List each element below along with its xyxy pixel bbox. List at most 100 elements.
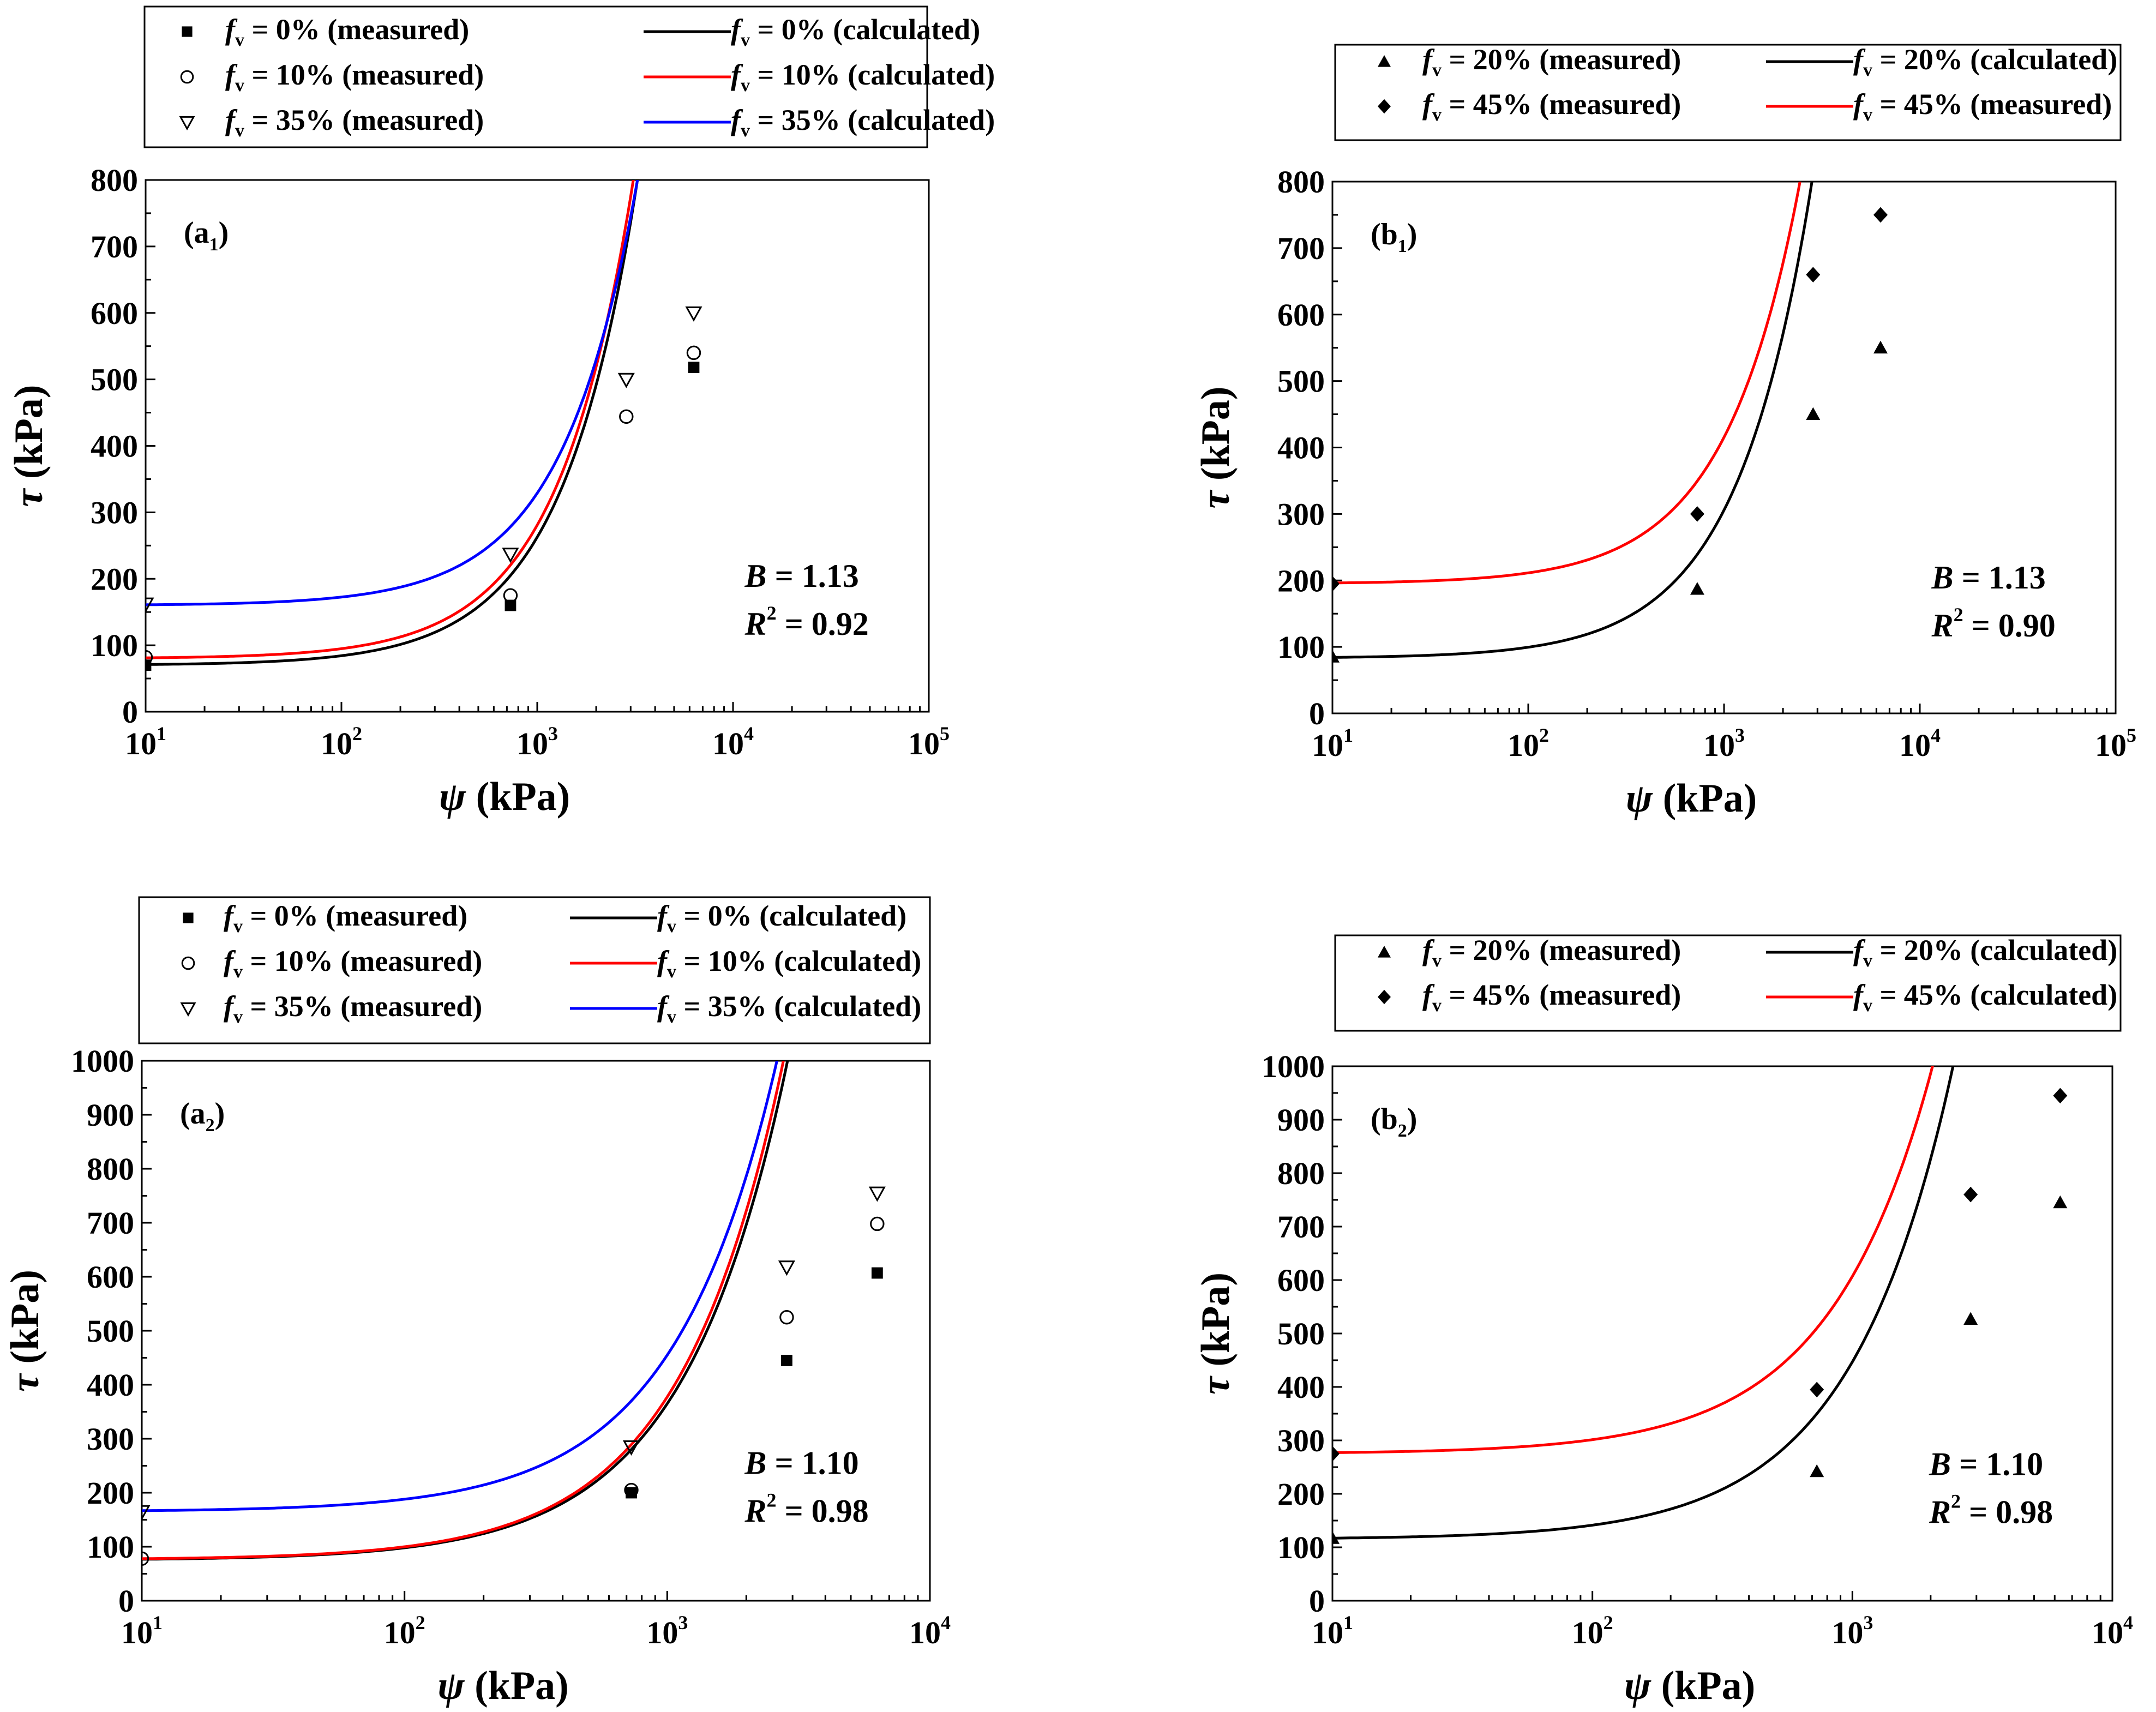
x-axis-label: ψ (kPa) [437,1663,569,1708]
y-tick-label: 0 [122,694,138,730]
data-point-s1-3 [871,1267,883,1279]
legend-box [1334,934,2122,1032]
y-axis-label: τ (kPa) [7,385,51,507]
x-tick-label: 101 [121,1612,163,1650]
legend-entry: fv = 20% (measured) [1422,43,1681,80]
data-point-s1-4 [2053,1195,2068,1209]
y-tick-label: 400 [87,1367,134,1403]
data-point-s1-1 [146,659,152,671]
y-tick-label: 800 [1277,164,1325,200]
chart-panel-1: 0 100 200 300 400 500 600 700 800 101 102 103 104 105… [7,5,995,819]
y-tick-label: 100 [1277,629,1325,665]
plot-area [142,1061,886,1566]
y-tick-label: 500 [91,362,138,398]
plot-area [1332,182,1888,663]
legend-entry: fv = 45% (measured) [1853,88,2112,125]
data-point-s1-1 [1332,1531,1340,1544]
y-tick-label: 600 [91,296,138,331]
y-tick-label: 300 [87,1421,134,1457]
legend-entry: fv = 10% (measured) [225,58,484,95]
y-tick-label: 300 [1277,1423,1325,1458]
legend-marker-1 [183,912,194,923]
legend-entry: fv = 0% (measured) [224,899,467,936]
x-axis-label: ψ (kPa) [1626,776,1757,821]
legend-box [1334,44,2122,141]
series-curve-2 [1332,1066,1934,1454]
legend-entry: fv = 20% (measured) [1422,934,1681,971]
y-tick-label: 200 [1277,1476,1325,1512]
panel-label: (a2) [180,1097,225,1136]
legend-marker-1 [1378,946,1391,958]
y-tick-label: 1000 [1262,1049,1325,1084]
y-tick-label: 200 [1277,563,1325,598]
y-tick-label: 0 [118,1583,134,1619]
data-point-s2-3 [779,1310,794,1325]
data-point-s2-2 [624,1482,639,1498]
y-tick-label: 300 [91,495,138,530]
y-tick-label: 400 [1277,1369,1325,1405]
legend-entry: fv = 35% (calculated) [657,990,921,1027]
data-point-s3-3 [617,373,635,388]
y-tick-label: 400 [91,429,138,464]
data-point-s2-2 [503,588,518,603]
legend-entry: fv = 20% (calculated) [1853,934,2117,971]
data-point-s2-3 [1806,267,1821,283]
chart-panel-4: 0 100 200 300 400 500 600 700 800 900 1000 101 102 10… [1193,934,2133,1708]
data-point-s3-1 [142,1505,151,1521]
x-axis-label: ψ (kPa) [439,774,570,819]
legend-marker-3 [180,1002,196,1017]
data-point-s1-4 [1873,340,1888,354]
y-tick-label: 400 [1277,430,1325,466]
y-tick-label: 1000 [71,1043,134,1079]
data-point-s1-1 [1332,650,1340,663]
data-point-s2-1 [142,1551,149,1566]
x-tick-label: 102 [384,1612,425,1650]
y-axis-label: τ (kPa) [1193,1272,1238,1395]
legend-marker-3 [179,116,195,131]
panel-label: (b1) [1371,218,1417,256]
data-point-s3-1 [146,597,154,613]
legend-entry: fv = 10% (calculated) [731,58,995,95]
x-tick-label: 104 [2092,1612,2133,1650]
x-tick-label: 101 [1312,1612,1353,1650]
y-tick-label: 800 [91,163,138,198]
stat-r2: R2 = 0.92 [744,602,869,642]
y-tick-label: 0 [1309,1583,1325,1619]
data-point-s2-1 [1332,1446,1340,1462]
y-tick-label: 700 [1277,231,1325,266]
data-point-s1-3 [1963,1312,1978,1325]
legend-marker-2 [1378,989,1391,1005]
data-point-s2-4 [686,345,701,361]
stat-b: B = 1.13 [744,558,859,594]
panel-label: (b2) [1371,1102,1417,1141]
x-tick-label: 104 [909,1612,951,1650]
legend-entry: fv = 45% (calculated) [1853,978,2117,1016]
data-point-s2-4 [870,1216,885,1232]
y-tick-label: 600 [87,1259,134,1295]
legend-entry: fv = 45% (measured) [1422,978,1681,1016]
legend-marker-1 [1378,55,1391,67]
legend-entry: fv = 45% (measured) [1422,88,1681,125]
chart-panel-3: 0 100 200 300 400 500 600 700 800 900 1000 101 102 10… [3,896,951,1708]
x-tick-label: 103 [517,723,558,761]
legend: fv = 20% (measured) fv = 20% (calculated)… [1334,43,2122,141]
x-tick-label: 101 [125,723,166,761]
data-point-s2-1 [146,650,153,665]
y-tick-label: 500 [1277,1316,1325,1351]
x-tick-label: 101 [1312,724,1353,763]
legend: fv = 0% (measured) fv = 0% (calculated) fv… [138,896,931,1044]
plot-area [1332,1066,2068,1544]
x-tick-label: 105 [908,723,950,761]
y-axis-label: τ (kPa) [1193,386,1238,508]
y-tick-label: 900 [1277,1102,1325,1138]
series-curve-1 [1332,1066,1955,1540]
data-point-s2-4 [1873,207,1888,223]
data-point-s1-3 [688,362,700,374]
legend-entry: fv = 0% (calculated) [731,13,980,50]
y-tick-label: 700 [1277,1209,1325,1245]
x-tick-label: 105 [2095,724,2136,763]
legend-entry: fv = 20% (calculated) [1853,43,2117,80]
y-tick-label: 800 [1277,1156,1325,1191]
x-tick-label: 102 [1572,1612,1613,1650]
data-point-s1-2 [781,1355,792,1366]
